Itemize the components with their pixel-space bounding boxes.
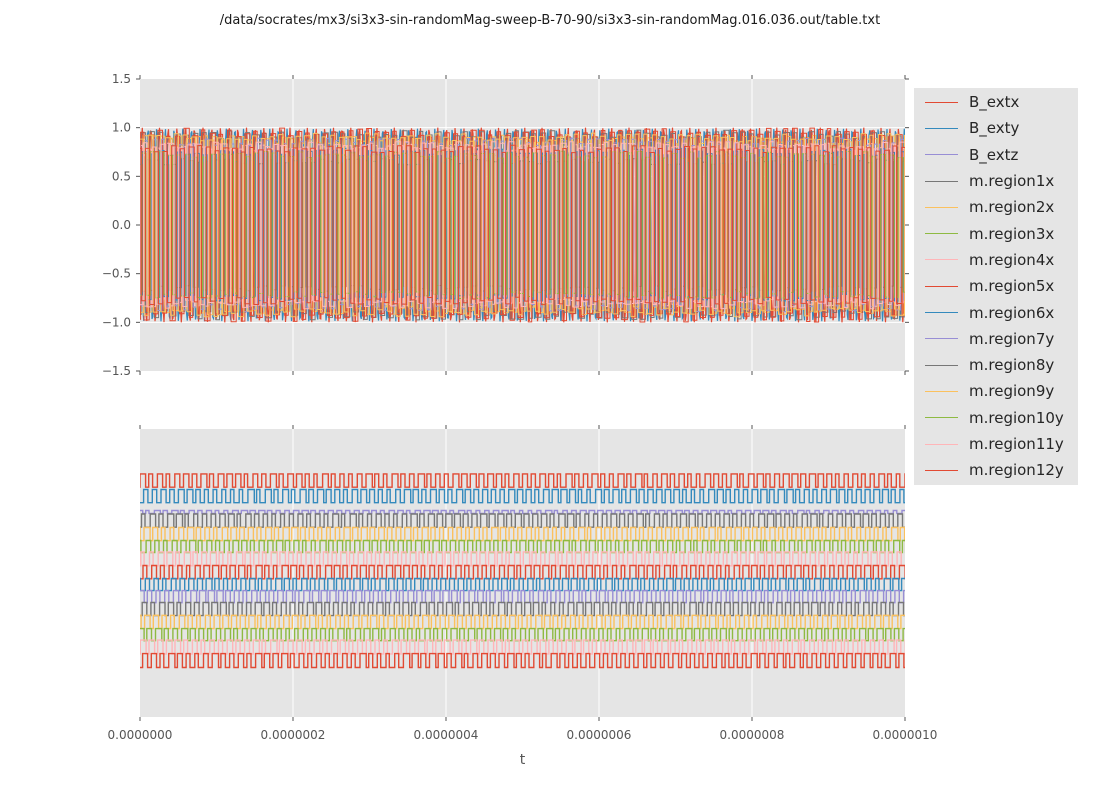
legend-label: B_extx [969,93,1020,112]
legend-line-sample [925,312,958,314]
y-tick-label: 0.5 [112,169,131,183]
legend-label: m.region6x [969,303,1055,322]
legend-item: m.region1x [914,168,1078,194]
tick-marks [136,75,909,721]
legend-item: B_extx [914,89,1078,115]
legend-item: B_exty [914,115,1078,141]
legend-item: m.region11y [914,431,1078,457]
legend-label: m.region9y [969,382,1055,401]
legend-item: m.region7y [914,326,1078,352]
legend-line-sample [925,285,958,287]
y-tick-label: 1.5 [112,72,131,86]
x-tick-label: 0.0000002 [261,728,326,742]
legend-label: B_exty [969,119,1020,138]
legend-item: m.region8y [914,352,1078,378]
y-tick-label: 0.0 [112,218,131,232]
figure-title: /data/socrates/mx3/si3x3-sin-randomMag-s… [219,13,881,28]
legend-item: B_extz [914,142,1078,168]
tick-labels: 0.0000000 0.0000002 0.0000004 0.0000006 0.00… [102,72,938,742]
legend-label: m.region10y [969,408,1064,427]
legend-item: m.region3x [914,220,1078,246]
x-axis-label: t [519,752,526,768]
legend-label: m.region11y [969,435,1064,453]
legend-label: m.region12y [969,461,1064,480]
series-bottom-B_extx [140,473,905,488]
x-tick-label: 0.0000000 [108,728,173,742]
legend: B_extx B_exty B_extz m.region1x m.region2x m.… [914,88,1078,485]
legend-label: m.region5x [969,277,1055,296]
legend-item: m.region12y [914,457,1078,483]
legend-label: m.region1x [969,172,1055,191]
bottom-panel-bg [140,429,905,717]
legend-label: m.region2x [969,198,1055,217]
bottom-panel-series [140,473,905,669]
y-tick-label: −1.0 [102,315,131,329]
y-tick-label: 1.0 [112,121,131,135]
legend-line-sample [925,206,958,208]
top-panel-series [140,127,905,323]
series-top-m.region11y [140,141,905,310]
legend-item: m.region9y [914,378,1078,404]
x-tick-label: 0.0000008 [720,728,785,742]
legend-item: m.region4x [914,247,1078,273]
series-bottom-B_exty [140,488,905,504]
legend-line-sample [925,338,958,340]
x-tick-label: 0.0000010 [873,728,938,742]
series-bottom-m.region12y [140,652,905,669]
legend-line-sample [925,180,958,182]
legend-line-sample [925,233,958,235]
x-tick-label: 0.0000006 [567,728,632,742]
legend-line-sample [925,101,958,103]
legend-item: m.region2x [914,194,1078,220]
series-top-m.region9y [140,132,905,318]
legend-line-sample [925,154,958,156]
x-tick-label: 0.0000004 [414,728,479,742]
legend-line-sample [925,390,958,392]
series-top-m.region12y [140,144,905,306]
legend-item: m.region5x [914,273,1078,299]
legend-line-sample [925,364,958,366]
legend-item: m.region10y [914,405,1078,431]
legend-line-sample [925,469,958,471]
legend-label: m.region4x [969,250,1055,269]
y-tick-label: −0.5 [102,267,131,281]
legend-item: m.region6x [914,299,1078,325]
legend-label: m.region3x [969,224,1055,243]
legend-line-sample [925,443,958,445]
series-bottom-m.region6x [140,577,905,592]
y-tick-label: −1.5 [102,364,131,378]
legend-label: m.region8y [969,356,1055,375]
legend-line-sample [925,259,958,261]
legend-line-sample [925,127,958,129]
legend-label: m.region7y [969,329,1055,348]
legend-label: B_extz [969,145,1019,164]
legend-line-sample [925,417,958,419]
